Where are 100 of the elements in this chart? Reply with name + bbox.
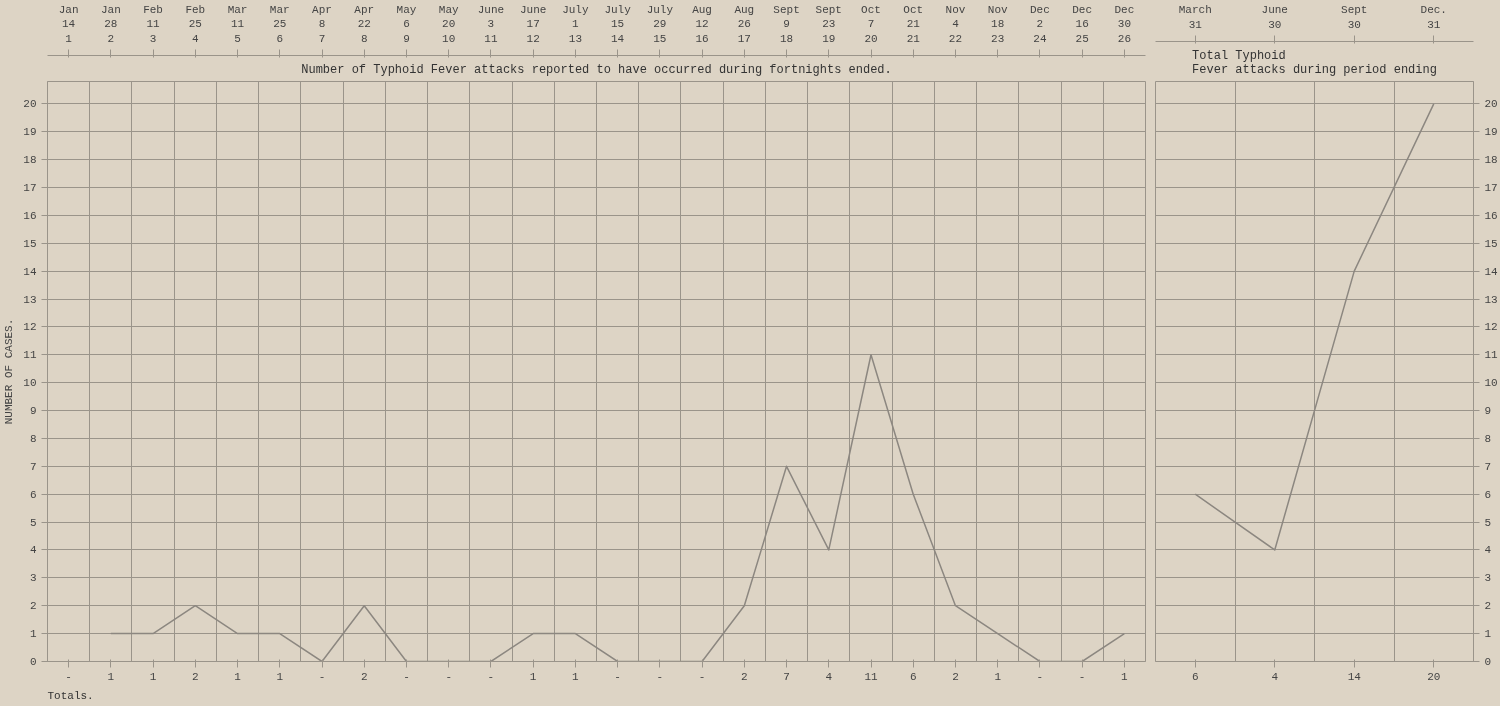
y-tick-label: 19 bbox=[23, 126, 37, 139]
x-tick-label: March 31 bbox=[1178, 4, 1212, 31]
text: Totals. bbox=[47, 689, 94, 702]
data-label: 20 bbox=[1427, 670, 1441, 683]
data-label: 2 bbox=[192, 670, 199, 683]
data-label: - bbox=[403, 670, 410, 683]
data-label: 1 bbox=[572, 670, 580, 683]
y-tick-label: 16 bbox=[23, 209, 37, 222]
data-label: 6 bbox=[909, 670, 917, 683]
y-tick-label: 6 bbox=[1484, 488, 1492, 501]
y-tick-label: 14 bbox=[23, 265, 37, 278]
data-label: - bbox=[656, 670, 664, 683]
y-tick-label: 18 bbox=[23, 154, 37, 167]
y-tick-label: 3 bbox=[29, 572, 37, 585]
data-label: - bbox=[487, 670, 495, 683]
data-label: - bbox=[1036, 670, 1044, 683]
x-tick-label: Nov 18 23 bbox=[987, 3, 1008, 45]
chart-title: Number of Typhoid Fever attacks reported to have occurred during fortnights ended. bbox=[301, 62, 892, 77]
chart-title: Total Typhoid Fever attacks during period ending bbox=[1192, 48, 1437, 77]
y-tick-label: 7 bbox=[1484, 460, 1492, 473]
data-label: 11 bbox=[864, 670, 878, 683]
x-tick-label: June 30 bbox=[1261, 4, 1288, 31]
x-tick-label: Mar 11 5 bbox=[227, 3, 248, 45]
data-label: 6 bbox=[1191, 670, 1199, 683]
y-tick-label: 17 bbox=[1484, 181, 1498, 194]
data-label: 1 bbox=[529, 670, 537, 683]
x-tick-label: May 6 9 bbox=[396, 3, 417, 45]
data-label: 14 bbox=[1347, 670, 1362, 683]
data-label: 1 bbox=[107, 670, 115, 683]
data-label: - bbox=[698, 670, 706, 683]
data-label: - bbox=[614, 670, 621, 683]
x-tick-label: June 17 12 bbox=[519, 3, 547, 45]
data-label: - bbox=[318, 670, 326, 683]
y-tick-label: 13 bbox=[1484, 293, 1498, 306]
y-tick-label: 8 bbox=[1484, 432, 1492, 445]
data-label: 4 bbox=[825, 670, 833, 683]
x-tick-label: Dec 16 25 bbox=[1072, 3, 1093, 45]
x-tick-label: Mar 25 6 bbox=[269, 3, 290, 45]
x-tick-label: Sept 30 bbox=[1341, 4, 1368, 31]
y-tick-label: 15 bbox=[23, 237, 37, 250]
x-tick-label: Oct 21 21 bbox=[903, 3, 924, 45]
y-tick-label: 20 bbox=[23, 98, 37, 111]
y-tick-label: 6 bbox=[29, 488, 37, 501]
x-tick-label: Jan 14 1 bbox=[58, 3, 79, 45]
data-label: - bbox=[445, 670, 452, 683]
data-label: 1 bbox=[276, 670, 284, 683]
data-label: - bbox=[1078, 670, 1086, 683]
y-tick-label: 15 bbox=[1484, 237, 1498, 250]
x-tick-label: Dec 30 26 bbox=[1114, 3, 1135, 45]
x-tick-label: Sept 9 18 bbox=[773, 3, 800, 45]
text: - bbox=[65, 670, 72, 683]
data-label: 1 bbox=[1121, 670, 1129, 683]
data-label: 2 bbox=[741, 670, 748, 683]
x-tick-label: July 1 13 bbox=[562, 3, 589, 45]
x-tick-label: Feb 11 3 bbox=[143, 3, 163, 45]
y-tick-label: 7 bbox=[29, 460, 37, 473]
y-tick-label: 4 bbox=[29, 544, 37, 557]
x-tick-label: June 3 11 bbox=[477, 3, 505, 45]
y-tick-label: 20 bbox=[1484, 98, 1498, 111]
x-tick-label: Feb 25 4 bbox=[185, 3, 206, 45]
y-tick-label: 2 bbox=[1484, 600, 1492, 613]
x-tick-label: Dec. 31 bbox=[1420, 4, 1447, 31]
y-tick-label: 11 bbox=[23, 349, 37, 362]
x-tick-label: July 15 14 bbox=[604, 3, 632, 45]
y-tick-label: 5 bbox=[1484, 516, 1492, 529]
y-tick-label: 5 bbox=[29, 516, 37, 529]
y-tick-label: 10 bbox=[23, 377, 37, 390]
y-tick-label: 19 bbox=[1484, 126, 1498, 139]
data-label: 1 bbox=[994, 670, 1002, 683]
x-tick-label: Aug 26 17 bbox=[734, 3, 755, 45]
y-tick-label: 8 bbox=[29, 432, 37, 445]
y-tick-label: 0 bbox=[29, 656, 37, 668]
x-tick-label: Jan 28 2 bbox=[100, 3, 121, 45]
x-tick-label: Nov 4 22 bbox=[945, 3, 966, 45]
y-tick-label: 12 bbox=[1484, 321, 1498, 334]
y-tick-label: 1 bbox=[29, 628, 37, 641]
data-label: 2 bbox=[952, 670, 959, 683]
data-label: 1 bbox=[234, 670, 242, 683]
y-tick-label: 0 bbox=[1484, 656, 1492, 668]
y-tick-label: 16 bbox=[1484, 209, 1498, 222]
data-label: 4 bbox=[1271, 670, 1279, 683]
x-tick-label: May 20 10 bbox=[438, 3, 459, 45]
y-tick-label: 17 bbox=[23, 181, 37, 194]
y-axis-title: NUMBER OF CASES. bbox=[3, 318, 16, 425]
y-tick-label: 9 bbox=[1484, 405, 1492, 418]
x-tick-label: Aug 12 16 bbox=[692, 3, 712, 45]
y-tick-label: 9 bbox=[29, 405, 37, 418]
y-tick-label: 11 bbox=[1484, 349, 1499, 362]
y-tick-label: 13 bbox=[23, 293, 37, 306]
x-tick-label: July 29 15 bbox=[646, 3, 674, 45]
x-tick-label: Dec 2 24 bbox=[1030, 3, 1050, 45]
data-label: 1 bbox=[149, 670, 157, 683]
y-tick-label: 3 bbox=[1484, 572, 1492, 585]
data-label: 2 bbox=[360, 670, 368, 683]
y-tick-label: 4 bbox=[1484, 544, 1492, 557]
x-tick-label: Apr 8 7 bbox=[312, 3, 332, 45]
y-tick-label: 2 bbox=[29, 600, 37, 613]
y-tick-label: 1 bbox=[1484, 628, 1492, 641]
x-tick-label: Oct 7 20 bbox=[861, 3, 881, 45]
x-tick-label: Apr 22 8 bbox=[354, 3, 375, 45]
